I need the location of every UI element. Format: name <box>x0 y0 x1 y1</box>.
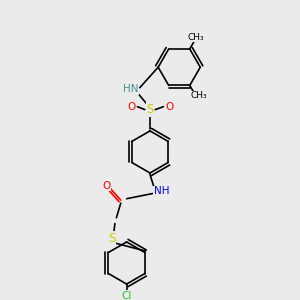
Text: CH₃: CH₃ <box>187 33 204 42</box>
Text: S: S <box>108 232 116 245</box>
Text: NH: NH <box>154 186 170 197</box>
Text: O: O <box>102 181 110 190</box>
Text: O: O <box>127 102 135 112</box>
Text: HN: HN <box>123 84 139 94</box>
Text: Cl: Cl <box>122 291 132 300</box>
Text: S: S <box>146 103 154 116</box>
Text: CH₃: CH₃ <box>190 91 207 100</box>
Text: O: O <box>166 102 174 112</box>
